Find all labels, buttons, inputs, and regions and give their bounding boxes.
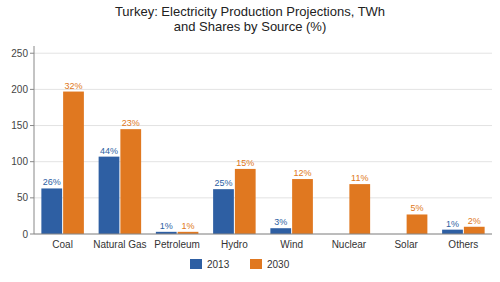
- category-label: Hydro: [221, 239, 248, 250]
- y-axis-line: [34, 46, 35, 234]
- category-label: Solar: [394, 239, 418, 250]
- chart: Turkey: Electricity Production Projectio…: [0, 0, 500, 282]
- share-label: 2%: [468, 216, 481, 226]
- category-label: Nuclear: [332, 239, 367, 250]
- bar: [99, 157, 120, 234]
- legend-swatch: [190, 259, 202, 269]
- bar: [292, 179, 313, 234]
- bar: [349, 184, 370, 234]
- tick-label: 150: [11, 120, 28, 131]
- tick-mark: [30, 161, 34, 162]
- share-label: 12%: [293, 168, 311, 178]
- tick-mark: [30, 53, 34, 54]
- grid-line: [34, 53, 492, 54]
- tick-label: 250: [11, 48, 28, 59]
- category-label: Others: [448, 239, 478, 250]
- grid-line: [34, 125, 492, 126]
- tick-label: 0: [22, 229, 28, 240]
- bar: [41, 188, 62, 234]
- share-label: 32%: [64, 81, 82, 91]
- tick-mark: [30, 197, 34, 198]
- tick-mark: [30, 89, 34, 90]
- share-label: 23%: [122, 118, 140, 128]
- bar: [270, 228, 291, 234]
- share-label: 26%: [43, 177, 61, 187]
- legend: 2013 2030: [190, 259, 290, 270]
- grid-line: [34, 234, 492, 235]
- bar: [120, 129, 141, 234]
- tick-mark: [30, 234, 34, 235]
- tick-label: 100: [11, 156, 28, 167]
- category-label: Natural Gas: [93, 239, 146, 250]
- share-label: 1%: [446, 219, 459, 229]
- bar: [407, 214, 428, 234]
- bars: [41, 92, 484, 234]
- share-label: 5%: [410, 203, 423, 213]
- share-label: 1%: [160, 221, 173, 231]
- bar: [235, 169, 256, 234]
- tick-label: 200: [11, 84, 28, 95]
- category-label: Petroleum: [154, 239, 200, 250]
- share-label: 25%: [214, 178, 232, 188]
- x-axis-line: [34, 234, 492, 235]
- bar: [464, 227, 485, 234]
- share-label: 1%: [181, 221, 194, 231]
- bar: [63, 92, 84, 234]
- share-label: 15%: [236, 158, 254, 168]
- bar: [442, 230, 463, 234]
- legend-swatch: [250, 259, 262, 269]
- share-label: 3%: [274, 217, 287, 227]
- share-label: 11%: [351, 173, 368, 183]
- legend-label: 2030: [267, 259, 290, 270]
- grid-line: [34, 89, 492, 90]
- share-label: 44%: [100, 146, 118, 156]
- bar: [213, 189, 234, 234]
- category-label: Wind: [280, 239, 303, 250]
- title: Turkey: Electricity Production Projectio…: [115, 4, 385, 34]
- category-label: Coal: [52, 239, 73, 250]
- tick-mark: [30, 125, 34, 126]
- legend-label: 2013: [207, 259, 230, 270]
- tick-label: 50: [17, 192, 29, 203]
